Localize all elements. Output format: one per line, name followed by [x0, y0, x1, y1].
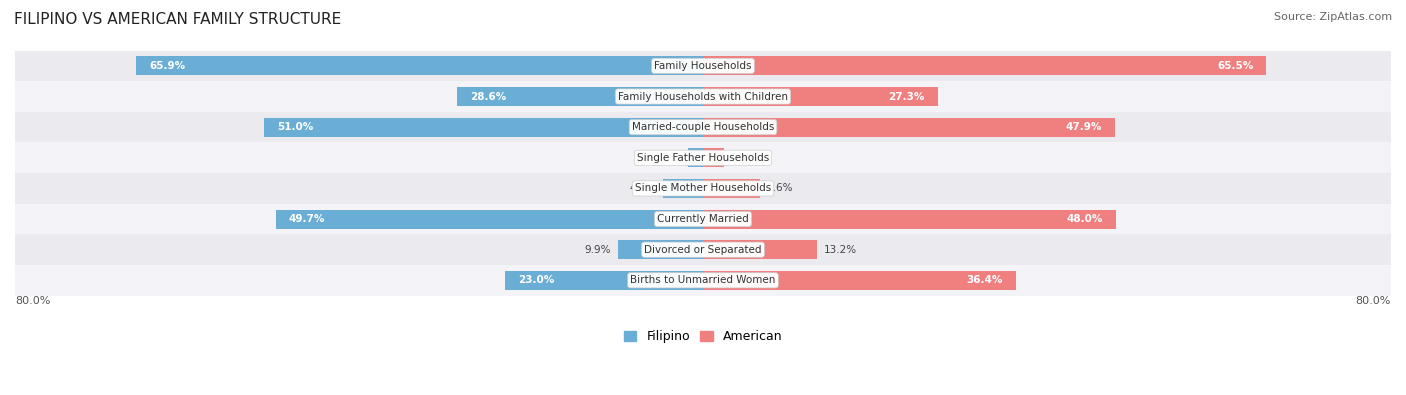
Text: 1.8%: 1.8%	[654, 153, 681, 163]
Text: 13.2%: 13.2%	[824, 245, 856, 255]
Text: 27.3%: 27.3%	[889, 92, 925, 102]
Text: 36.4%: 36.4%	[967, 275, 1002, 285]
Bar	[688, 148, 703, 167]
Text: 28.6%: 28.6%	[470, 92, 506, 102]
Bar	[703, 179, 759, 198]
Bar	[15, 112, 1391, 143]
Text: 49.7%: 49.7%	[288, 214, 325, 224]
Bar	[264, 118, 703, 137]
Bar	[703, 240, 817, 259]
Text: Single Father Households: Single Father Households	[637, 153, 769, 163]
Text: 65.9%: 65.9%	[149, 61, 186, 71]
Bar	[15, 51, 1391, 81]
Text: 51.0%: 51.0%	[277, 122, 314, 132]
Text: 4.7%: 4.7%	[630, 183, 655, 194]
Bar	[703, 118, 1115, 137]
Text: Single Mother Households: Single Mother Households	[636, 183, 770, 194]
Text: 23.0%: 23.0%	[517, 275, 554, 285]
Bar	[703, 56, 1267, 75]
Bar	[15, 204, 1391, 234]
Bar	[136, 56, 703, 75]
Bar	[276, 210, 703, 229]
Text: Married-couple Households: Married-couple Households	[631, 122, 775, 132]
Text: Divorced or Separated: Divorced or Separated	[644, 245, 762, 255]
Text: 65.5%: 65.5%	[1218, 61, 1253, 71]
Text: 47.9%: 47.9%	[1066, 122, 1102, 132]
Text: 9.9%: 9.9%	[585, 245, 612, 255]
Text: Family Households: Family Households	[654, 61, 752, 71]
Text: Births to Unmarried Women: Births to Unmarried Women	[630, 275, 776, 285]
Bar	[703, 148, 724, 167]
Bar	[15, 81, 1391, 112]
Bar	[15, 173, 1391, 204]
Bar	[457, 87, 703, 106]
Text: Family Households with Children: Family Households with Children	[619, 92, 787, 102]
Bar	[617, 240, 703, 259]
Text: Source: ZipAtlas.com: Source: ZipAtlas.com	[1274, 12, 1392, 22]
Text: Currently Married: Currently Married	[657, 214, 749, 224]
Bar	[505, 271, 703, 290]
Text: FILIPINO VS AMERICAN FAMILY STRUCTURE: FILIPINO VS AMERICAN FAMILY STRUCTURE	[14, 12, 342, 27]
Bar	[703, 87, 938, 106]
Bar	[703, 210, 1116, 229]
Legend: Filipino, American: Filipino, American	[624, 330, 782, 343]
Bar	[662, 179, 703, 198]
Bar	[15, 234, 1391, 265]
Bar	[703, 271, 1017, 290]
Text: 48.0%: 48.0%	[1067, 214, 1102, 224]
Text: 2.4%: 2.4%	[731, 153, 756, 163]
Bar	[15, 265, 1391, 295]
Text: 80.0%: 80.0%	[1355, 295, 1391, 306]
Text: 6.6%: 6.6%	[766, 183, 793, 194]
Text: 80.0%: 80.0%	[15, 295, 51, 306]
Bar	[15, 143, 1391, 173]
